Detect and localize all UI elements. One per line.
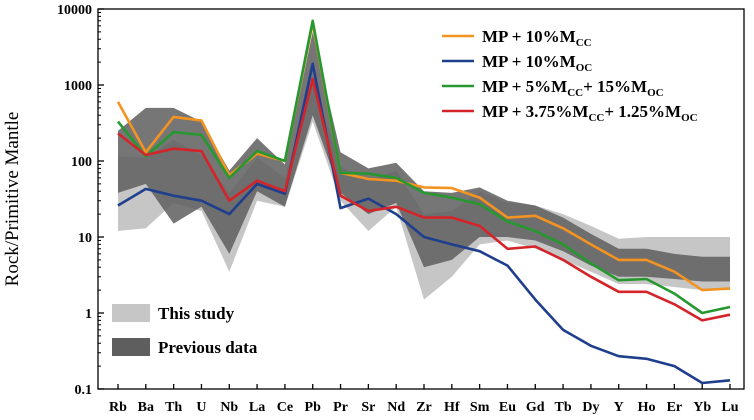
series-line-4 [117, 77, 731, 322]
band-previous-data [118, 31, 730, 282]
y-tick-label: 1 [85, 307, 92, 322]
x-tick-label-th: Th [165, 400, 182, 415]
y-tick-label: 0.1 [75, 383, 93, 398]
y-tick-label: 10000 [57, 3, 92, 18]
x-tick-label-u: U [196, 400, 206, 415]
x-tick-label-ba: Ba [138, 400, 154, 415]
band-legend-swatch-1 [112, 304, 150, 322]
x-tick-label-ho: Ho [638, 400, 656, 415]
y-tick-label: 100 [71, 155, 92, 170]
y-axis-label: Rock/Primitive Mantle [2, 112, 23, 287]
x-tick-label-lu: Lu [721, 400, 738, 415]
legend-label-3: MP + 5%MCC+ 15%MOC [482, 77, 664, 99]
y-tick-label: 1000 [64, 79, 92, 94]
x-tick-label-sm: Sm [470, 400, 490, 415]
series-line-2 [117, 62, 731, 385]
model-lines [116, 19, 731, 385]
x-tick-label-dy: Dy [582, 400, 599, 415]
band-legend-swatch-2 [112, 338, 150, 356]
series-line-1 [116, 21, 731, 292]
plot-frame [97, 8, 745, 390]
band-legend: This study Previous data [112, 304, 258, 357]
tick-labels: 0.1 1 10 100 1000 10000 Rb Ba Th U Nb La Ce Pb Pr Sr Nd Z… [2, 3, 739, 415]
x-tick-label-la: La [249, 400, 265, 415]
x-tick-label-tb: Tb [555, 400, 572, 415]
shaded-bands [118, 31, 730, 300]
x-tick-label-hf: Hf [444, 400, 460, 415]
x-tick-label-y: Y [614, 400, 624, 415]
legend-label-2: MP + 10%MOC [482, 52, 592, 74]
y-tick-label: 10 [78, 231, 92, 246]
x-tick-label-pb: Pb [305, 400, 322, 415]
series-line-3 [116, 19, 731, 315]
x-tick-label-eu: Eu [499, 400, 516, 415]
legend-label-1: MP + 10%MCC [482, 27, 592, 49]
legend: MP + 10%MCC MP + 10%MOC MP + 5%MCC+ 15%MOC… [442, 27, 698, 124]
band-legend-label-1: This study [158, 304, 235, 323]
x-tick-label-sr: Sr [361, 400, 375, 415]
x-tick-label-er: Er [667, 400, 683, 415]
band-legend-label-2: Previous data [158, 338, 258, 357]
x-tick-label-yb: Yb [693, 400, 711, 415]
x-tick-label-rb: Rb [109, 400, 127, 415]
x-tick-label-gd: Gd [526, 400, 545, 415]
legend-label-4: MP + 3.75%MCC+ 1.25%MOC [482, 102, 698, 124]
x-tick-label-nb: Nb [220, 400, 238, 415]
x-tick-label-nd: Nd [387, 400, 405, 415]
x-tick-label-ce: Ce [277, 400, 293, 415]
x-tick-label-zr: Zr [416, 400, 432, 415]
x-tick-label-pr: Pr [333, 400, 348, 415]
axes [97, 8, 745, 390]
